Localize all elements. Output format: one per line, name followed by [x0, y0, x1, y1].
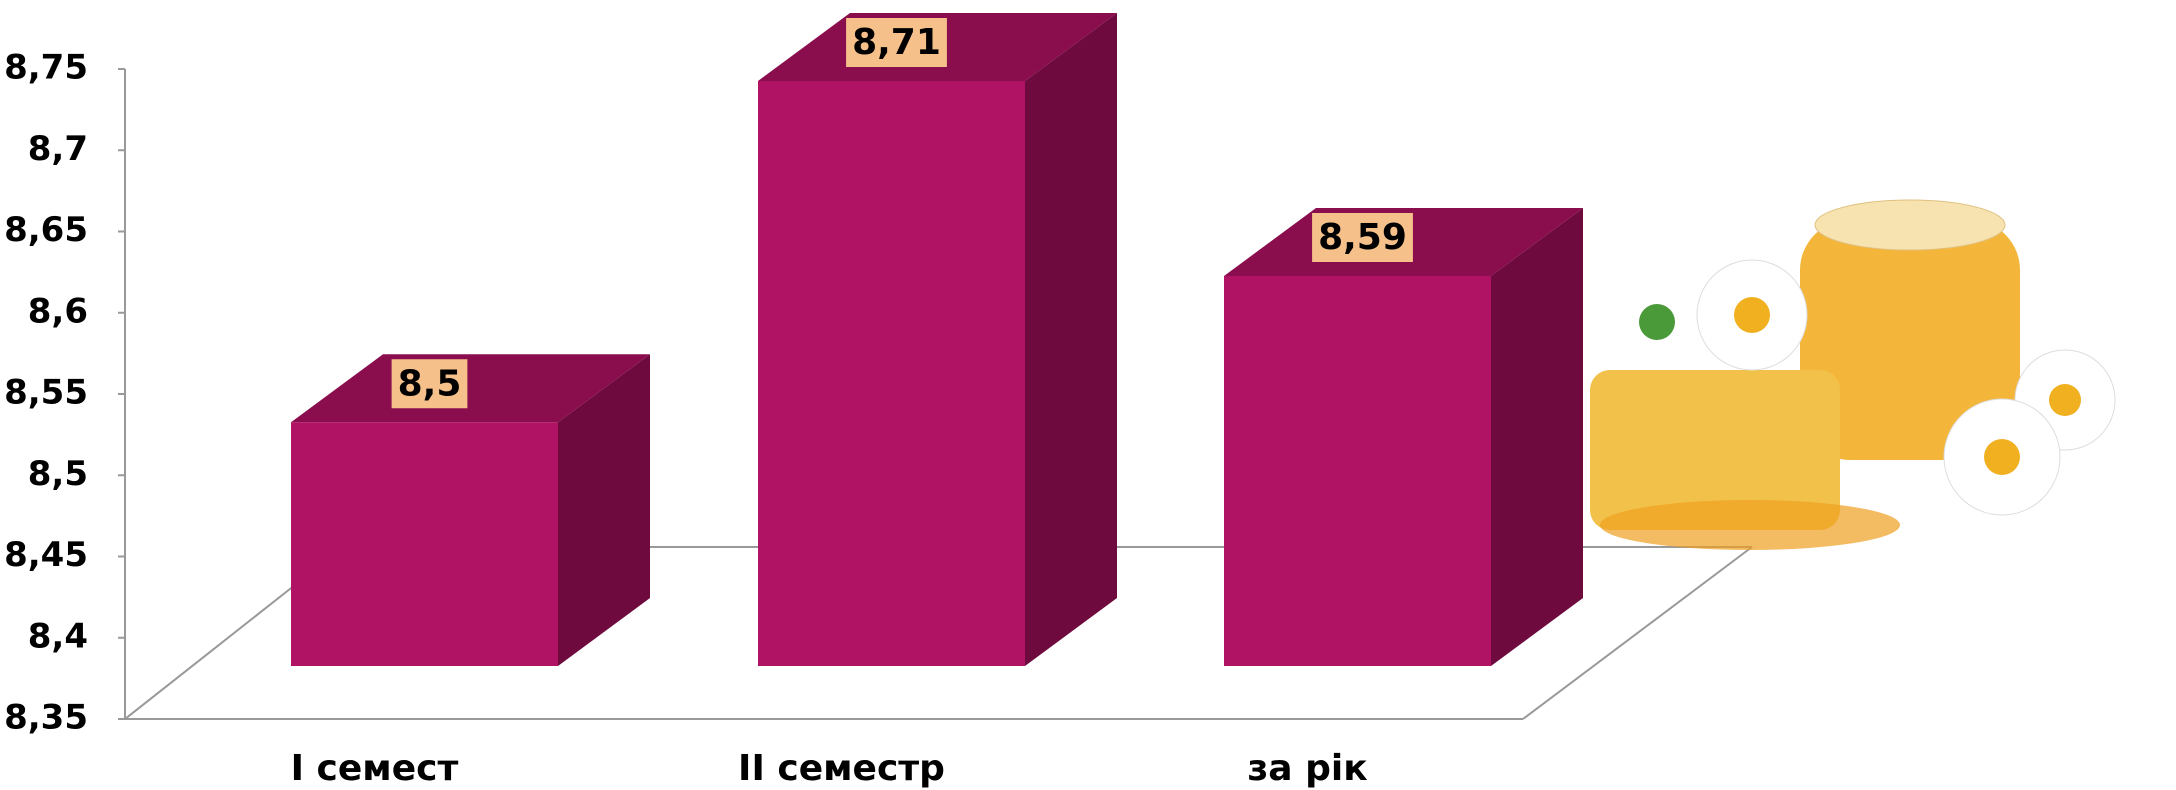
decoration [1590, 199, 2116, 550]
bar [758, 81, 1025, 666]
y-tick-label: 8,65 [4, 210, 88, 250]
bar-side [1491, 208, 1583, 666]
value-label: 8,71 [852, 22, 941, 63]
x-tick-label: за рік [1247, 748, 1367, 789]
y-tick-label: 8,6 [28, 291, 88, 331]
y-tick-label: 8,4 [28, 616, 88, 656]
y-tick-label: 8,35 [4, 698, 88, 738]
bar-side [1025, 13, 1117, 666]
flower-center [2049, 384, 2081, 416]
bar [291, 422, 558, 666]
bar-side [558, 354, 650, 666]
value-label-bg [391, 359, 468, 409]
x-tick-label: I семест [291, 748, 459, 789]
bar-top [291, 354, 650, 423]
value-label: 8,59 [1318, 217, 1407, 258]
value-label-bg [846, 18, 947, 67]
flower-center [1984, 439, 2020, 475]
jar-lid [1814, 199, 2006, 251]
honey-drip [1600, 500, 1900, 550]
value-label-bg [1312, 213, 1413, 262]
honey-jar [1800, 220, 2020, 460]
honeycomb [1590, 370, 1840, 530]
y-tick-label: 8,45 [4, 535, 88, 575]
y-tick-label: 8,5 [28, 454, 88, 494]
flower-center [1734, 297, 1770, 333]
bar [1224, 276, 1491, 666]
floor-left-edge [124, 584, 296, 720]
x-tick-label: II семестр [738, 748, 945, 789]
y-tick-label: 8,7 [28, 129, 88, 169]
value-label: 8,5 [398, 363, 462, 404]
y-tick-label: 8,75 [4, 48, 88, 88]
floor-right-edge [1522, 546, 1753, 720]
y-tick-label: 8,55 [4, 373, 88, 413]
bud [1639, 304, 1675, 340]
